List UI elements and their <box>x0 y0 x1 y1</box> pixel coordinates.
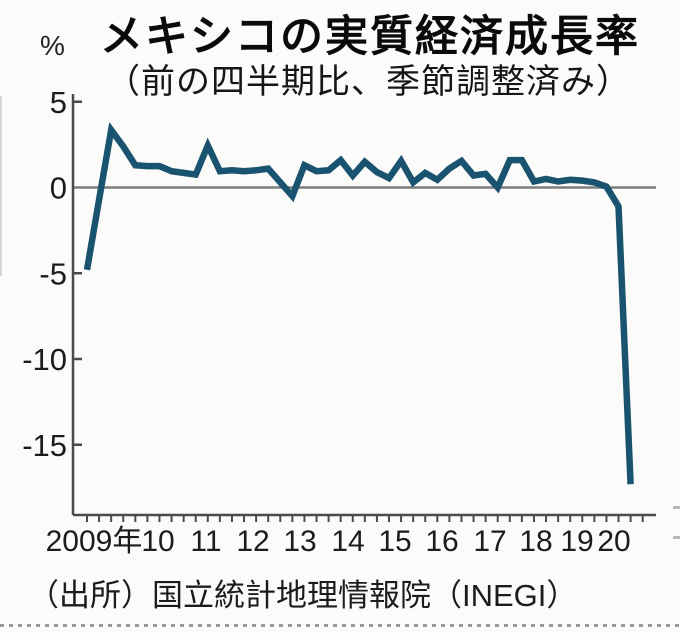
source-attribution: （出所）国立統計地理情報院（INEGI） <box>28 578 578 613</box>
y-tick-label: 0 <box>50 171 67 206</box>
x-tick-label: 11 <box>190 525 221 558</box>
gdp-growth-line-series <box>83 121 634 485</box>
left-edge-crop-artifact <box>0 96 2 276</box>
x-tick-label: 19 <box>560 525 593 558</box>
x-tick-label: 15 <box>378 525 411 558</box>
right-edge-crop-artifact <box>673 506 680 509</box>
right-edge-crop-artifact <box>673 536 680 539</box>
y-tick-label: -10 <box>22 342 67 377</box>
x-tick-label: 14 <box>331 525 364 558</box>
y-axis-unit-label: % <box>40 30 65 61</box>
x-tick-label: 12 <box>236 525 269 558</box>
bottom-dotted-divider <box>0 624 680 627</box>
x-tick-label: 2009年 <box>46 525 143 558</box>
chart-subtitle: （前の四半期比、季節調整済み） <box>106 63 631 101</box>
y-tick-label: 5 <box>50 85 67 120</box>
x-tick-label: 18 <box>519 525 552 558</box>
y-tick-label: -15 <box>22 428 67 463</box>
x-tick-label: 10 <box>141 525 174 558</box>
y-tick-label: -5 <box>39 256 67 291</box>
x-tick-label: 16 <box>425 525 458 558</box>
x-tick-label: 17 <box>473 525 506 558</box>
x-tick-label: 20 <box>597 525 630 558</box>
chart-title: メキシコの実質経済成長率 <box>100 13 640 61</box>
x-tick-label: 13 <box>283 525 316 558</box>
